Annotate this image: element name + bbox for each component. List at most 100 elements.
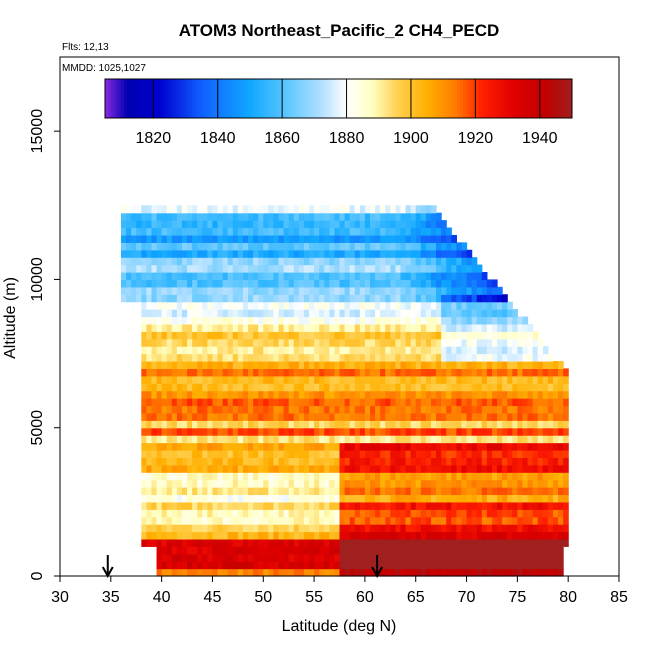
heatmap-cell [380,338,386,347]
heatmap-cell [451,427,457,436]
heatmap-cell [176,242,183,251]
heatmap-cell [161,212,168,221]
heatmap-cell [497,375,503,384]
heatmap-cell [390,272,396,281]
heatmap-cell [522,405,529,414]
heatmap-cell [537,472,544,481]
heatmap-cell [202,264,208,273]
x-tick-label: 60 [356,589,374,606]
heatmap-cell [359,257,366,266]
heatmap-cell [197,479,203,488]
heatmap-cell [497,346,503,355]
colorbar-swatch [419,79,424,118]
heatmap-cell [410,294,417,303]
heatmap-cell [166,279,173,288]
colorbar-swatch [413,79,417,118]
heatmap-cell [369,427,376,436]
heatmap-cell [441,561,447,570]
heatmap-cell [309,331,315,340]
heatmap-cell [324,546,330,555]
heatmap-cell [537,427,544,436]
heatmap-cell [303,309,310,318]
heatmap-cell [217,538,224,547]
heatmap-cell [385,501,391,510]
heatmap-cell [283,538,290,547]
heatmap-cell [181,227,188,236]
heatmap-cell [339,227,346,236]
heatmap-cell [491,360,498,369]
colorbar-swatch [273,79,277,118]
heatmap-cell [303,487,310,496]
heatmap-cell [405,383,412,392]
heatmap-cell [258,472,264,481]
heatmap-cell [232,220,239,229]
heatmap-cell [354,553,361,562]
colorbar-swatch [282,79,287,118]
heatmap-cell [268,205,275,214]
heatmap-cell [456,331,463,340]
heatmap-cell [283,279,290,288]
heatmap-cell [395,472,402,481]
heatmap-cell [441,494,447,503]
heatmap-cell [324,234,330,243]
heatmap-cell [369,375,376,384]
heatmap-cell [390,427,396,436]
heatmap-cell [197,449,203,458]
heatmap-cell [181,538,188,547]
heatmap-cell [309,390,315,399]
heatmap-cell [390,398,396,407]
heatmap-cell [283,531,290,540]
heatmap-cell [212,568,219,577]
heatmap-cell [273,516,280,525]
heatmap-cell [151,301,158,310]
heatmap-cell [222,338,229,347]
heatmap-cell [217,516,224,525]
heatmap-cell [181,257,188,266]
heatmap-cell [314,338,320,347]
heatmap-cell [309,338,315,347]
heatmap-cell [461,264,468,273]
heatmap-cell [359,360,366,369]
heatmap-cell [491,435,498,444]
heatmap-cell [415,205,422,214]
heatmap-cell [537,375,544,384]
heatmap-cell [537,494,544,503]
heatmap-cell [192,435,198,444]
heatmap-cell [329,272,336,281]
heatmap-cell [369,472,376,481]
heatmap-cell [207,286,214,295]
heatmap-cell [293,279,300,288]
heatmap-cell [176,412,183,421]
heatmap-cell [547,568,554,577]
heatmap-cell [222,494,229,503]
heatmap-cell [441,553,447,562]
heatmap-cell [278,398,285,407]
heatmap-cell [273,524,280,533]
heatmap-cell [248,264,254,273]
heatmap-cell [324,323,330,332]
heatmap-cell [436,331,442,340]
heatmap-cell [273,220,280,229]
heatmap-cell [425,301,432,310]
heatmap-cell [349,516,356,525]
heatmap-cell [166,286,173,295]
heatmap-cell [141,405,147,414]
heatmap-cell [364,272,371,281]
heatmap-cell [161,383,168,392]
heatmap-cell [542,435,549,444]
heatmap-cell [436,457,442,466]
heatmap-cell [166,464,173,473]
heatmap-cell [461,427,468,436]
heatmap-cell [314,264,320,273]
heatmap-cell [558,538,564,547]
heatmap-cell [319,464,325,473]
heatmap-cell [400,427,407,436]
heatmap-cell [303,368,310,377]
heatmap-cell [227,487,234,496]
heatmap-cell [461,516,468,525]
heatmap-cell [136,234,142,243]
heatmap-cell [166,509,173,518]
colorbar-swatch [385,79,389,118]
heatmap-cell [339,561,346,570]
heatmap-cell [364,212,371,221]
